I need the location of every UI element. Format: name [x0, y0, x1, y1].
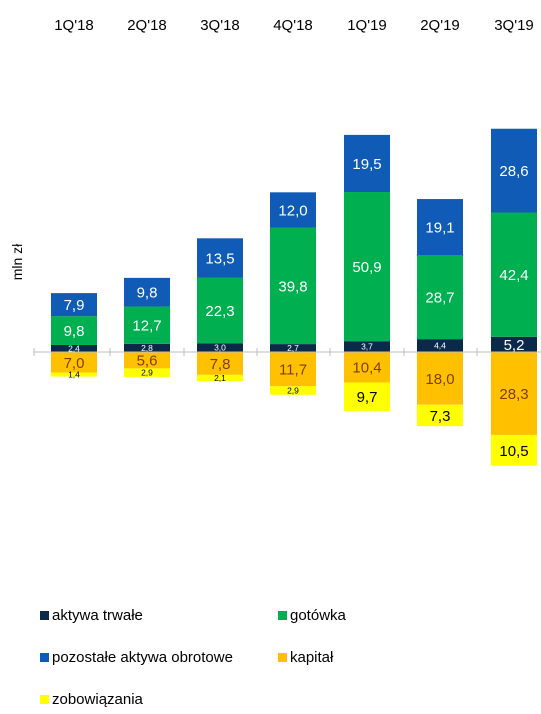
data-label-zobowiazania-1q-18: 1,4	[68, 370, 80, 380]
data-label-gotowka-1q-18: 9,8	[64, 323, 85, 340]
data-label-zobowiazania-1q-19: 9,7	[357, 389, 378, 406]
bar-zobowiazania-3q-19	[491, 434, 537, 466]
data-label-zobowiazania-3q-19: 10,5	[499, 443, 528, 460]
data-label-aktywa-trwale-2q-18: 2,8	[141, 343, 153, 353]
axis-ticks	[33, 348, 478, 356]
bar-kapital-4q-18	[270, 352, 316, 387]
legend-label-aktywa-trwale: aktywa trwałe	[52, 607, 143, 624]
category-label-4q-18: 4Q'18	[273, 17, 313, 34]
y-axis-label: mln zł	[9, 243, 25, 280]
data-label-kapital-1q-18: 7,0	[64, 355, 85, 372]
bar-zobowiazania-4q-18	[270, 386, 316, 395]
bar-kapital-2q-19	[417, 352, 463, 405]
category-labels: 1Q'18 2Q'18 3Q'18 4Q'18 1Q'19 2Q'19 3Q'19	[54, 17, 534, 34]
bar-aktywa-trwale-1q-19	[344, 341, 390, 352]
bar-zobowiazania-2q-19	[417, 404, 463, 427]
bar-kapital-1q-18	[51, 352, 97, 373]
data-label-gotowka-4q-18: 39,8	[278, 278, 307, 295]
data-label-aktywa-trwale-1q-19: 3,7	[361, 342, 373, 352]
bar-zobowiazania-1q-18	[51, 372, 97, 377]
data-label-gotowka-3q-19: 42,4	[499, 267, 528, 284]
category-label-2q-18: 2Q'18	[127, 17, 167, 34]
bar-zobowiazania-3q-18	[197, 374, 243, 382]
data-label-gotowka-2q-19: 28,7	[425, 290, 454, 307]
data-label-pozostale-aktywa-obrotowe-2q-18: 9,8	[137, 285, 158, 302]
data-label-pozostale-aktywa-obrotowe-1q-19: 19,5	[352, 156, 381, 173]
legend-label-zobowiazania: zobowiązania	[52, 691, 144, 708]
bar-pozostale-aktywa-obrotowe-3q-18	[197, 238, 243, 278]
data-label-pozostale-aktywa-obrotowe-1q-18: 7,9	[64, 297, 85, 314]
data-label-kapital-2q-19: 18,0	[425, 371, 454, 388]
legend-swatch-aktywa-trwale	[40, 611, 49, 620]
bar-gotowka-3q-19	[491, 212, 537, 337]
data-label-kapital-2q-18: 5,6	[137, 353, 158, 370]
category-label-3q-18: 3Q'18	[200, 17, 240, 34]
legend-swatch-gotowka	[278, 611, 287, 620]
bar-kapital-3q-19	[491, 352, 537, 435]
data-label-aktywa-trwale-2q-19: 4,4	[434, 341, 446, 351]
data-label-pozostale-aktywa-obrotowe-2q-19: 19,1	[425, 220, 454, 237]
legend: aktywa trwałe gotówka pozostałe aktywa obr…	[40, 607, 347, 708]
category-label-1q-19: 1Q'19	[347, 17, 387, 34]
bar-zobowiazania-2q-18	[124, 368, 170, 377]
data-label-zobowiazania-2q-18: 2,9	[141, 368, 153, 378]
data-label-aktywa-trwale-4q-18: 2,7	[287, 343, 299, 353]
bar-aktywa-trwale-4q-18	[270, 344, 316, 352]
data-label-gotowka-2q-18: 12,7	[132, 318, 161, 335]
bar-aktywa-trwale-1q-18	[51, 344, 97, 352]
data-label-aktywa-trwale-3q-19: 5,2	[504, 337, 525, 354]
data-label-pozostale-aktywa-obrotowe-4q-18: 12,0	[278, 202, 307, 219]
bar-aktywa-trwale-2q-18	[124, 343, 170, 352]
data-label-pozostale-aktywa-obrotowe-3q-19: 28,6	[499, 163, 528, 180]
category-label-1q-18: 1Q'18	[54, 17, 94, 34]
bar-pozostale-aktywa-obrotowe-1q-19	[344, 134, 390, 193]
bar-gotowka-3q-18	[197, 277, 243, 344]
data-label-pozostale-aktywa-obrotowe-3q-18: 13,5	[205, 251, 234, 268]
bar-gotowka-2q-19	[417, 255, 463, 340]
legend-label-kapital: kapitał	[290, 649, 334, 666]
legend-swatch-zobowiazania	[40, 695, 49, 704]
legend-swatch-kapital	[278, 653, 287, 662]
data-label-zobowiazania-3q-18: 2,1	[214, 373, 226, 383]
data-label-kapital-4q-18: 11,7	[279, 362, 307, 379]
data-label-zobowiazania-4q-18: 2,9	[287, 386, 299, 396]
legend-swatch-pozostale-aktywa-obrotowe	[40, 653, 49, 662]
bar-pozostale-aktywa-obrotowe-2q-19	[417, 199, 463, 256]
category-label-2q-19: 2Q'19	[420, 17, 460, 34]
data-label-aktywa-trwale-1q-18: 2,4	[68, 343, 80, 353]
data-labels: 2,49,87,97,01,42,812,79,85,62,93,022,313…	[64, 156, 529, 460]
data-label-kapital-3q-19: 28,3	[499, 386, 528, 403]
bar-aktywa-trwale-3q-19	[491, 336, 537, 352]
bar-pozostale-aktywa-obrotowe-4q-18	[270, 192, 316, 228]
data-label-zobowiazania-2q-19: 7,3	[430, 408, 451, 425]
category-label-3q-19: 3Q'19	[494, 17, 534, 34]
legend-label-pozostale-aktywa-obrotowe: pozostałe aktywa obrotowe	[52, 649, 233, 666]
bar-aktywa-trwale-2q-19	[417, 339, 463, 352]
bar-gotowka-1q-18	[51, 316, 97, 345]
bar-pozostale-aktywa-obrotowe-3q-19	[491, 128, 537, 213]
data-label-kapital-1q-19: 10,4	[352, 360, 381, 377]
bar-gotowka-2q-18	[124, 306, 170, 344]
legend-label-gotowka: gotówka	[290, 607, 347, 624]
data-label-gotowka-1q-19: 50,9	[352, 259, 381, 276]
bar-kapital-1q-19	[344, 352, 390, 383]
data-label-aktywa-trwale-3q-18: 3,0	[214, 343, 226, 353]
bar-zobowiazania-1q-19	[344, 382, 390, 411]
bar-kapital-2q-18	[124, 352, 170, 369]
bars	[51, 128, 537, 466]
data-label-kapital-3q-18: 7,8	[210, 356, 231, 373]
data-label-gotowka-3q-18: 22,3	[205, 303, 234, 320]
bar-gotowka-1q-19	[344, 192, 390, 342]
bar-pozostale-aktywa-obrotowe-2q-18	[124, 277, 170, 307]
bar-aktywa-trwale-3q-18	[197, 343, 243, 352]
bar-gotowka-4q-18	[270, 227, 316, 345]
bar-pozostale-aktywa-obrotowe-1q-18	[51, 293, 97, 317]
bar-kapital-3q-18	[197, 352, 243, 375]
